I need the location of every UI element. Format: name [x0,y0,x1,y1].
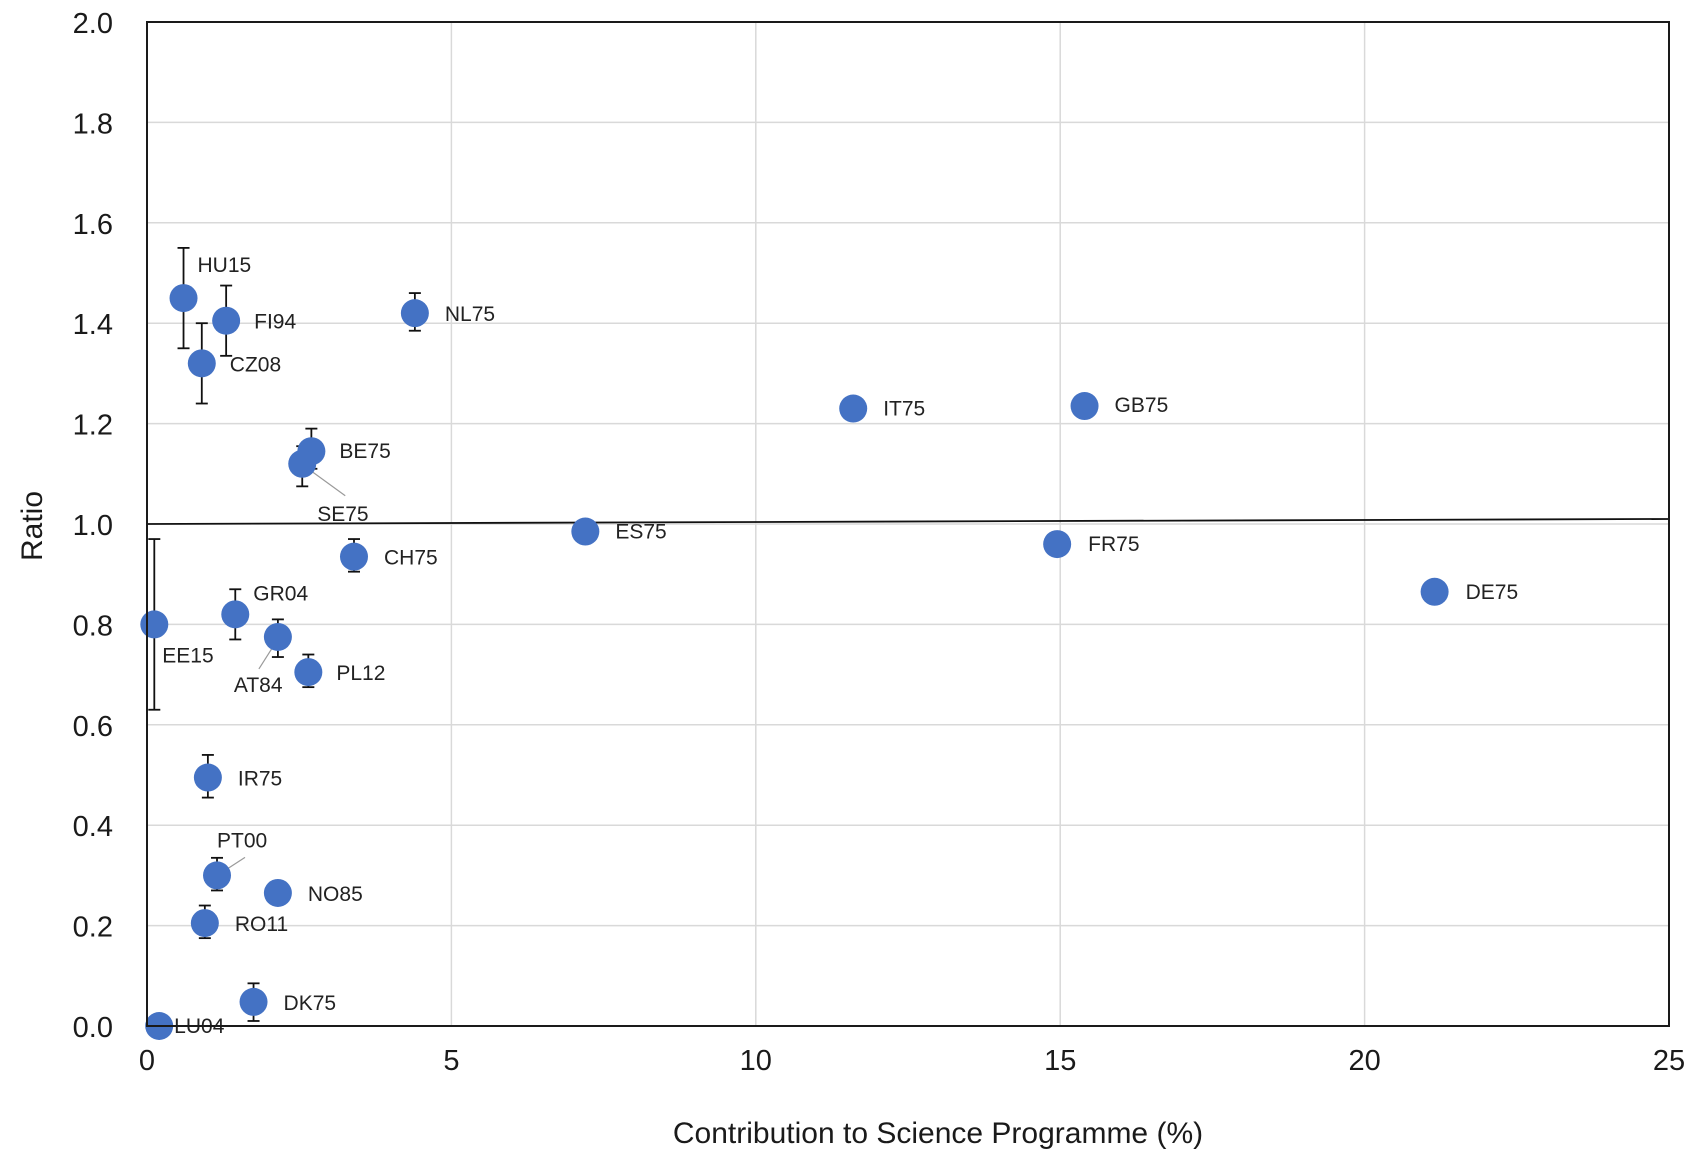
y-axis-title: Ratio [16,491,49,561]
data-point [1070,392,1099,421]
data-point-label: CZ08 [230,353,281,376]
y-tick-label: 0.8 [73,610,113,642]
data-point [1420,577,1449,606]
data-point [339,542,368,571]
data-point-label: PL12 [336,662,385,685]
data-point [288,449,317,478]
data-point [294,658,323,687]
data-point-label: DK75 [284,992,337,1015]
data-point-label: DE75 [1466,581,1519,604]
data-points [140,284,1449,1040]
data-point-label: NO85 [308,883,363,906]
data-point-label: SE75 [317,503,368,526]
data-point-label: HU15 [198,254,252,277]
label-connector [258,646,274,670]
data-point-label: RO11 [235,913,288,936]
data-point-label: IT75 [883,398,925,421]
data-point-label: IR75 [238,768,282,791]
data-point-label: AT84 [234,674,283,697]
reference-line-group [146,518,1670,525]
y-tick-label: 1.6 [73,209,113,241]
y-tick-label: 0.6 [73,711,113,743]
x-axis-title: Contribution to Science Programme (%) [673,1117,1203,1150]
x-tick-label: 0 [139,1045,155,1077]
data-point [263,622,292,651]
data-point-label: FI94 [254,311,296,334]
data-point [203,861,232,890]
data-point [169,284,198,313]
data-point [212,306,241,335]
data-point-label: BE75 [339,440,390,463]
data-point-label: GR04 [253,582,308,605]
tick-labels: 0 5 10 15 20 25 0.0 0.2 0.4 0.6 0.8 1.0 1.2 1.4 1.6 1.8… [73,8,1685,1077]
point-labels: HU15 FI94 CZ08 NL75 IT75 GB75 BE75 SE75 ES75 FR75… [162,254,1518,1038]
x-tick-label: 25 [1653,1045,1685,1077]
y-tick-label: 0.0 [73,1012,113,1044]
data-point-label: CH75 [384,547,438,570]
y-tick-label: 0.4 [73,811,113,843]
data-point-label: FR75 [1088,533,1139,556]
data-point-label: ES75 [615,521,666,544]
y-tick-label: 0.2 [73,912,113,944]
y-tick-label: 1.4 [73,309,113,341]
data-point-label: GB75 [1115,394,1169,417]
data-point [263,878,292,907]
x-tick-label: 5 [443,1045,459,1077]
data-point-label: EE15 [162,644,213,667]
data-point [193,763,222,792]
data-point [239,987,268,1016]
x-tick-label: 15 [1044,1045,1076,1077]
data-point [400,299,429,328]
y-tick-label: 2.0 [73,8,113,40]
label-connector [311,471,346,497]
data-point [839,394,868,423]
x-tick-label: 10 [740,1045,772,1077]
y-tick-label: 1.0 [73,510,113,542]
data-point [221,600,250,629]
data-point-label: PT00 [217,829,267,852]
data-point [140,610,169,639]
y-tick-label: 1.2 [73,410,113,442]
data-point-label: NL75 [445,303,495,326]
reference-line [146,518,1670,525]
y-tick-label: 1.8 [73,108,113,140]
data-point [190,909,219,938]
data-point [1043,530,1072,559]
plot-area-frame [146,21,1670,1027]
data-point [571,517,600,546]
data-point [187,349,216,378]
x-tick-label: 20 [1348,1045,1380,1077]
